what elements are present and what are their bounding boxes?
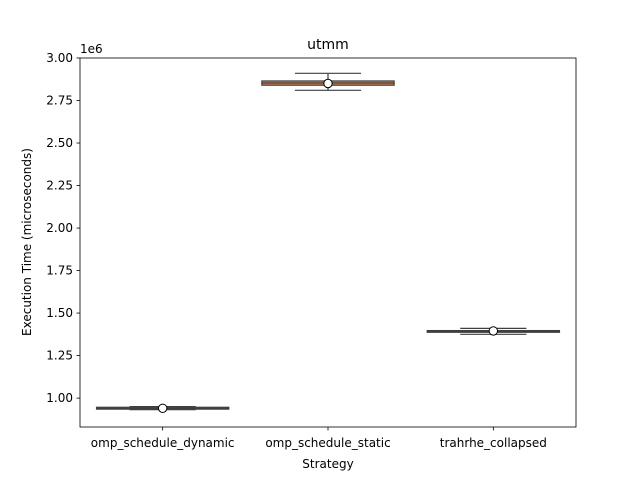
y-axis-label: Execution Time (microseconds) [20,148,34,336]
mean-marker [157,403,168,413]
box-group [261,72,395,91]
x-tick-label: omp_schedule_static [265,436,390,450]
x-tick-label: trahrhe_collapsed [440,436,547,450]
x-axis-label: Strategy [302,457,353,471]
x-tick-label: omp_schedule_dynamic [91,436,235,450]
y-tick-label: 2.00 [46,221,73,235]
y-tick-label: 1.25 [46,349,73,363]
plot-area [95,72,561,413]
y-tick-label: 2.25 [46,179,73,193]
y-axis: 1.00 1.25 1.50 1.75 2.00 2.25 2.50 2.75 3.00 [46,51,80,405]
y-tick-label: 1.50 [46,306,73,320]
y-tick-label: 2.75 [46,94,73,108]
y-tick-label: 2.50 [46,136,73,150]
y-tick-label: 3.00 [46,51,73,65]
y-tick-label: 1.00 [46,391,73,405]
y-axis-multiplier: 1e6 [80,42,103,56]
x-axis: omp_schedule_dynamic omp_schedule_static t… [91,427,547,450]
chart-title: utmm [307,37,349,53]
mean-marker [488,326,499,336]
mean-marker [323,78,333,89]
plot-frame [79,57,577,428]
box-group [95,403,230,413]
box-group [426,326,561,336]
y-tick-label: 1.75 [46,264,73,278]
